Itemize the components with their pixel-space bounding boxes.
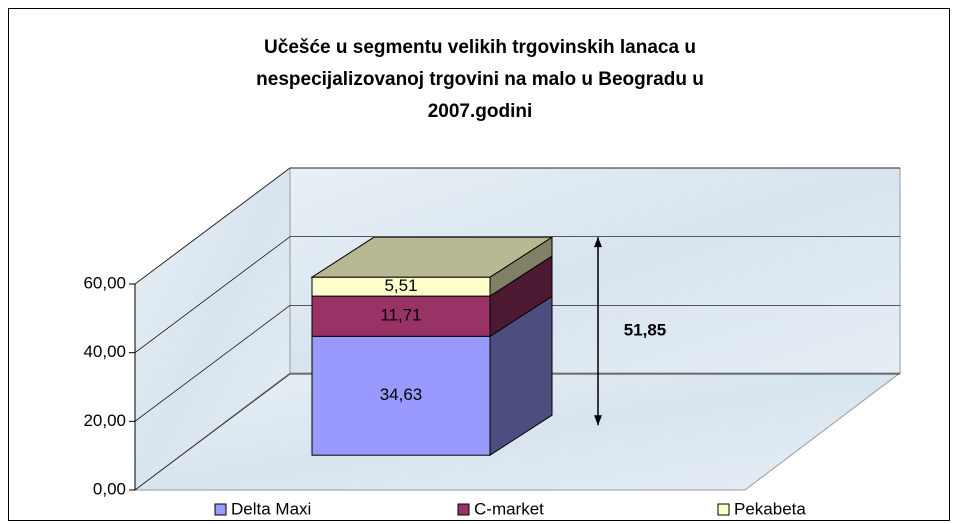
y-tick-label: 0,00 (93, 479, 126, 498)
grid-line (134, 167, 900, 285)
legend-swatch (214, 503, 227, 516)
grid-line (134, 304, 900, 422)
chart-title: nespecijalizovanoj trgovini na malo u Be… (256, 69, 704, 90)
arrow-head (594, 415, 602, 426)
grid-line (134, 373, 900, 491)
arrow-head (594, 237, 602, 248)
bar (311, 335, 491, 456)
legend-label: C-market (474, 499, 544, 518)
annotation-label: 51,85 (624, 321, 667, 340)
data-label: 34,63 (380, 385, 423, 404)
bar-top (310, 236, 554, 278)
y-tick-label: 60,00 (83, 273, 126, 292)
y-tick-label: 40,00 (83, 342, 126, 361)
grid-line (134, 236, 900, 353)
data-label: 11,71 (380, 306, 421, 325)
chart-title: 2007.godini (428, 101, 533, 122)
legend-label: Delta Maxi (231, 499, 311, 518)
legend-swatch (457, 503, 470, 516)
legend-label: Pekabeta (734, 499, 806, 518)
data-label: 5,51 (384, 276, 417, 295)
y-tick-label: 20,00 (83, 411, 126, 430)
legend-swatch (717, 503, 730, 516)
chart-title: Učešće u segmentu velikih trgovinskih la… (264, 37, 696, 58)
